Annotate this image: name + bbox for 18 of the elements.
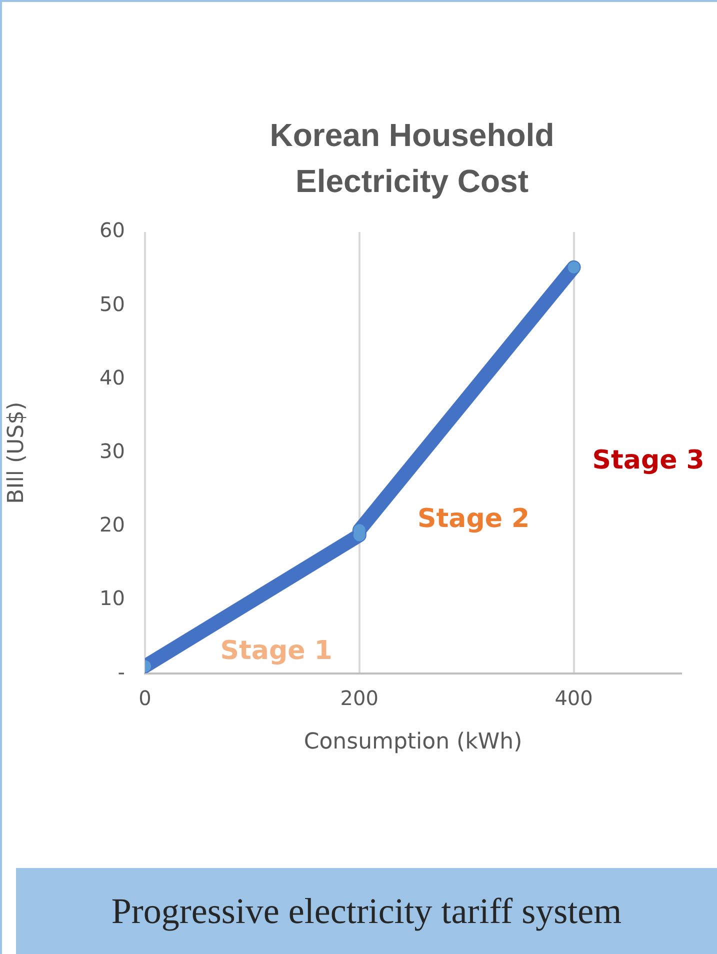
annotation: Stage 3 <box>592 445 704 476</box>
x-tick-label: 400 <box>554 686 593 710</box>
y-axis-title: BIll (US$) <box>4 402 29 504</box>
point <box>568 261 580 274</box>
text: Progressive electricity tariff system <box>16 868 717 954</box>
x-tick-label: 0 <box>138 686 152 710</box>
annotation: Stage 2 <box>418 504 530 534</box>
y-tick-label: 40 <box>100 365 125 390</box>
y-tick-label: 50 <box>100 292 125 316</box>
annotation: Stage 1 <box>220 636 332 666</box>
x-axis-title: Consumption (kWh) <box>304 730 522 755</box>
chart-title: Korean Household Electricity Cost <box>268 116 556 201</box>
y-tick-label: 10 <box>100 586 125 610</box>
x-tick-label: 200 <box>340 686 378 710</box>
y-tick-label: 30 <box>100 439 125 464</box>
y-tick-label: 60 <box>100 218 125 242</box>
y-tick-label: - <box>118 660 125 684</box>
y-tick-label: 20 <box>100 512 125 537</box>
